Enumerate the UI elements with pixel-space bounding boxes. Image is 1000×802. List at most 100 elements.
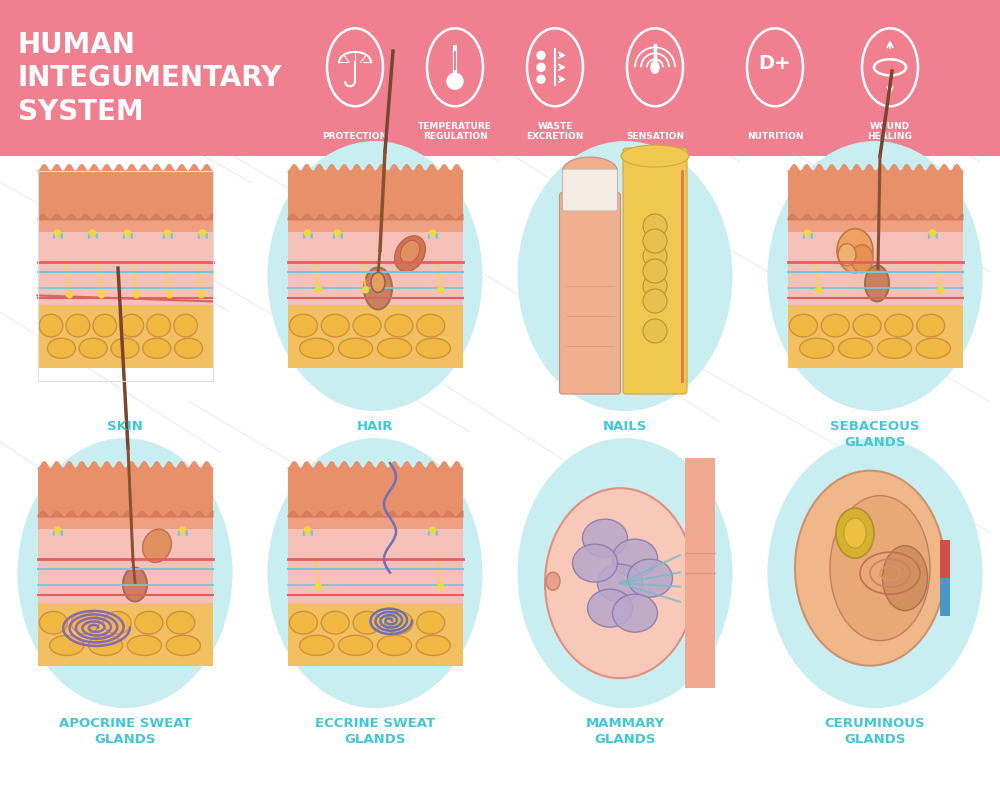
Text: SENSATION: SENSATION (626, 132, 684, 140)
Ellipse shape (147, 315, 170, 338)
Circle shape (124, 231, 130, 237)
Bar (38, 516, 212, 529)
Circle shape (304, 528, 310, 533)
Ellipse shape (175, 338, 203, 359)
Ellipse shape (877, 338, 912, 359)
Circle shape (66, 292, 72, 298)
Bar (38, 233, 212, 306)
Ellipse shape (166, 635, 200, 656)
Circle shape (643, 260, 667, 284)
Bar (38, 306, 212, 369)
Ellipse shape (338, 338, 373, 359)
Ellipse shape (377, 635, 412, 656)
Ellipse shape (371, 273, 385, 293)
Circle shape (90, 231, 96, 237)
Bar (288, 603, 462, 666)
Ellipse shape (143, 338, 171, 359)
Ellipse shape (853, 315, 881, 338)
Bar (38, 172, 212, 382)
Ellipse shape (830, 496, 930, 641)
Circle shape (438, 287, 444, 294)
Ellipse shape (917, 315, 945, 338)
Ellipse shape (838, 338, 873, 359)
Ellipse shape (865, 266, 889, 302)
Bar (288, 233, 462, 306)
Bar (38, 220, 212, 233)
Circle shape (430, 528, 436, 533)
Ellipse shape (66, 315, 90, 338)
Circle shape (304, 231, 310, 237)
Text: WOUND
HEALING: WOUND HEALING (868, 121, 912, 140)
Ellipse shape (851, 245, 873, 273)
Ellipse shape (400, 241, 420, 264)
Text: TEMPERATURE
REGULATION: TEMPERATURE REGULATION (418, 121, 492, 140)
Ellipse shape (321, 612, 349, 634)
Text: HAIR: HAIR (357, 419, 393, 432)
Ellipse shape (795, 471, 945, 666)
Text: ECCRINE SWEAT
GLANDS: ECCRINE SWEAT GLANDS (315, 716, 435, 745)
Circle shape (316, 584, 322, 590)
Circle shape (643, 320, 667, 343)
Ellipse shape (88, 635, 123, 656)
Bar (788, 233, 962, 306)
Circle shape (134, 292, 140, 298)
Text: PROTECTION: PROTECTION (322, 132, 388, 140)
Text: WASTE
EXCRETION: WASTE EXCRETION (526, 121, 584, 140)
Ellipse shape (768, 142, 982, 411)
Ellipse shape (300, 635, 334, 656)
Circle shape (166, 292, 173, 298)
Bar (288, 529, 462, 603)
Ellipse shape (50, 635, 84, 656)
Ellipse shape (416, 635, 450, 656)
Circle shape (362, 287, 368, 294)
Ellipse shape (364, 268, 392, 310)
Circle shape (643, 245, 667, 269)
Bar (288, 516, 462, 529)
Ellipse shape (768, 439, 982, 708)
Circle shape (200, 231, 206, 237)
Circle shape (164, 231, 170, 237)
Circle shape (447, 75, 463, 90)
Ellipse shape (885, 315, 913, 338)
Ellipse shape (417, 612, 445, 634)
Bar (288, 306, 462, 369)
Ellipse shape (289, 315, 317, 338)
Ellipse shape (844, 519, 866, 549)
FancyBboxPatch shape (623, 149, 687, 395)
Bar (940, 541, 950, 578)
Ellipse shape (18, 439, 232, 708)
Ellipse shape (612, 540, 658, 577)
Ellipse shape (598, 565, 642, 602)
Bar (940, 578, 950, 617)
Bar (288, 468, 462, 516)
FancyBboxPatch shape (562, 170, 618, 212)
Ellipse shape (621, 146, 689, 168)
Ellipse shape (385, 612, 413, 634)
Ellipse shape (546, 573, 560, 590)
Bar (788, 306, 962, 369)
Ellipse shape (268, 439, 482, 708)
Circle shape (938, 287, 944, 294)
Ellipse shape (612, 594, 658, 632)
Circle shape (334, 231, 340, 237)
Bar (788, 220, 962, 233)
Ellipse shape (289, 612, 317, 634)
Bar (788, 172, 962, 220)
Circle shape (54, 231, 60, 237)
Bar (0, 0, 1000, 156)
Bar (38, 603, 212, 666)
Bar (38, 468, 212, 516)
Ellipse shape (562, 158, 618, 186)
Ellipse shape (518, 439, 732, 708)
Ellipse shape (518, 142, 732, 411)
FancyBboxPatch shape (560, 193, 620, 395)
Circle shape (930, 231, 936, 237)
Bar (288, 172, 462, 220)
Circle shape (804, 231, 810, 237)
Circle shape (816, 287, 822, 294)
Ellipse shape (167, 612, 195, 634)
Ellipse shape (883, 546, 928, 611)
Text: SKIN: SKIN (107, 419, 143, 432)
Text: CERUMINOUS
GLANDS: CERUMINOUS GLANDS (825, 716, 925, 745)
Bar (38, 172, 212, 220)
